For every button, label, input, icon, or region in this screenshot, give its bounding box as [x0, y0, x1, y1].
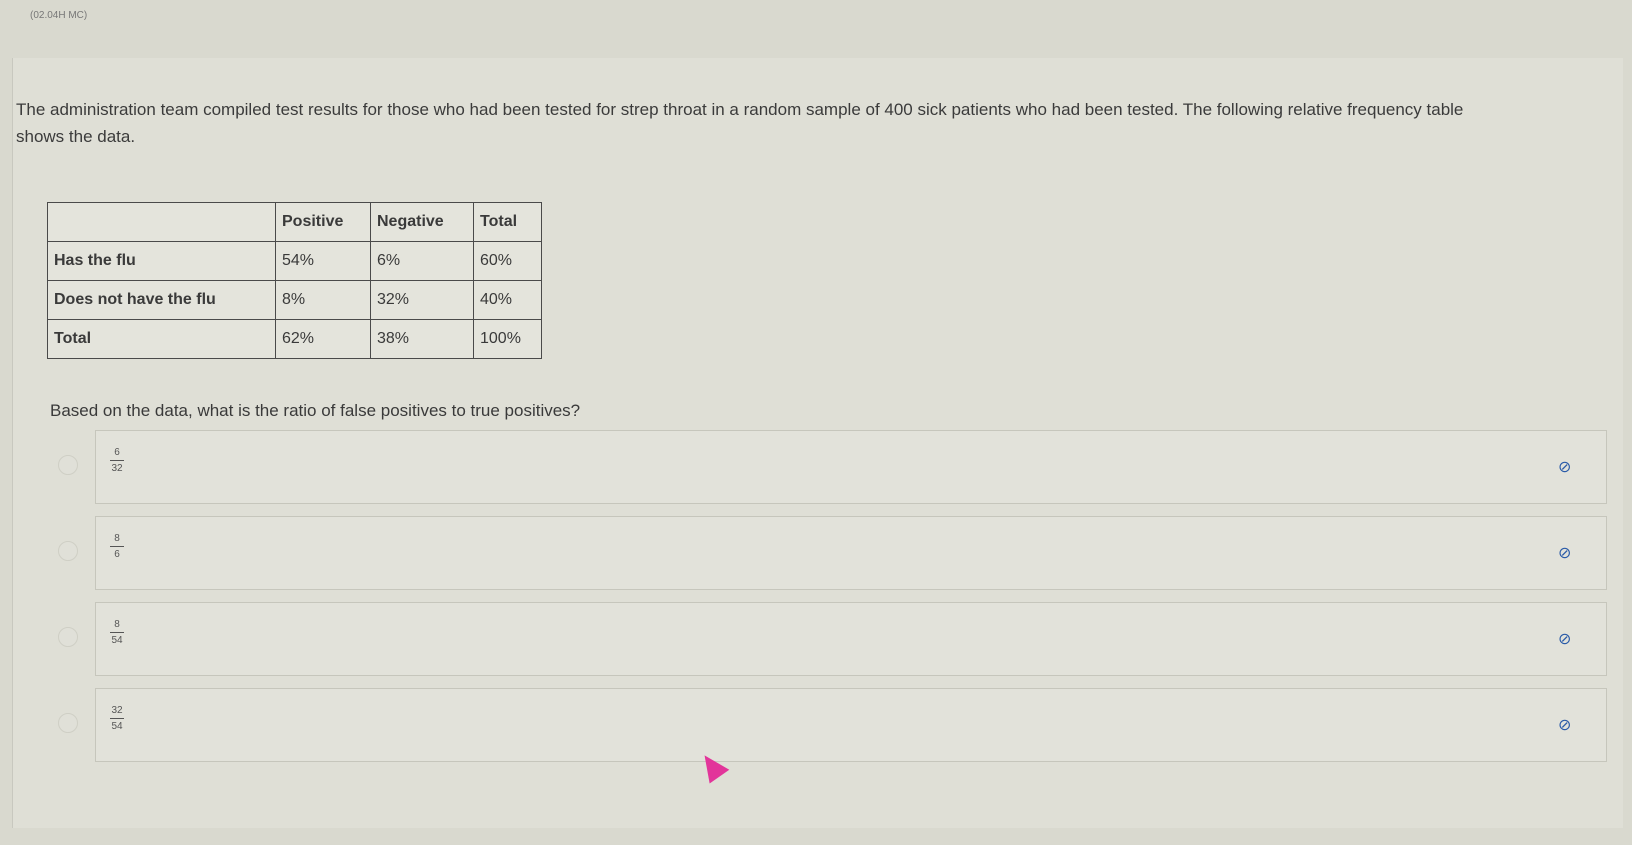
table-cell: 32% [370, 280, 474, 320]
radio-button[interactable] [58, 713, 78, 733]
table-cell: 8% [275, 280, 371, 320]
table-cell: 100% [473, 319, 542, 359]
table-cell: 54% [275, 241, 371, 281]
table-cell: 40% [473, 280, 542, 320]
question-prompt: Based on the data, what is the ratio of … [50, 401, 581, 420]
table-header-row: Positive Negative Total [47, 202, 542, 242]
eye-slash-icon[interactable]: ⊘ [1558, 459, 1572, 476]
fraction: 6 32 [110, 447, 124, 474]
row-header: Has the flu [47, 241, 276, 281]
denominator: 54 [111, 721, 123, 732]
numerator: 8 [114, 533, 120, 544]
table-cell: 6% [370, 241, 474, 281]
numerator: 6 [114, 447, 120, 458]
denominator: 32 [111, 463, 123, 474]
relative-frequency-table: Positive Negative Total Has the flu 54% … [47, 202, 542, 359]
table-cell: 60% [473, 241, 542, 281]
denominator: 6 [114, 549, 120, 560]
radio-button[interactable] [58, 627, 78, 647]
table-row: Has the flu 54% 6% 60% [47, 241, 542, 281]
denominator: 54 [111, 635, 123, 646]
question-intro: The administration team compiled test re… [16, 100, 1464, 146]
answer-option-1[interactable]: 6 32 ⊘ [58, 430, 1607, 504]
eye-slash-icon[interactable]: ⊘ [1558, 545, 1572, 562]
table-cell: 38% [370, 319, 474, 359]
fraction-bar [110, 546, 124, 547]
table-header: Negative [370, 202, 474, 242]
fraction-bar [110, 460, 124, 461]
table-header: Positive [275, 202, 371, 242]
table-header: Total [473, 202, 542, 242]
question-code: (02.04H MC) [30, 10, 88, 21]
fraction: 32 54 [110, 705, 124, 732]
row-header: Total [47, 319, 276, 359]
radio-button[interactable] [58, 541, 78, 561]
table-cell: 62% [275, 319, 371, 359]
eye-slash-icon[interactable]: ⊘ [1558, 717, 1572, 734]
answer-option-3[interactable]: 8 54 ⊘ [58, 602, 1607, 676]
row-header: Does not have the flu [47, 280, 276, 320]
fraction-bar [110, 718, 124, 719]
radio-button[interactable] [58, 455, 78, 475]
table-header [47, 202, 276, 242]
fraction-bar [110, 632, 124, 633]
numerator: 32 [111, 705, 123, 716]
table-row: Does not have the flu 8% 32% 40% [47, 280, 542, 320]
answer-option-4[interactable]: 32 54 ⊘ [58, 688, 1607, 762]
fraction: 8 54 [110, 619, 124, 646]
table-row: Total 62% 38% 100% [47, 319, 542, 359]
eye-slash-icon[interactable]: ⊘ [1558, 631, 1572, 648]
numerator: 8 [114, 619, 120, 630]
